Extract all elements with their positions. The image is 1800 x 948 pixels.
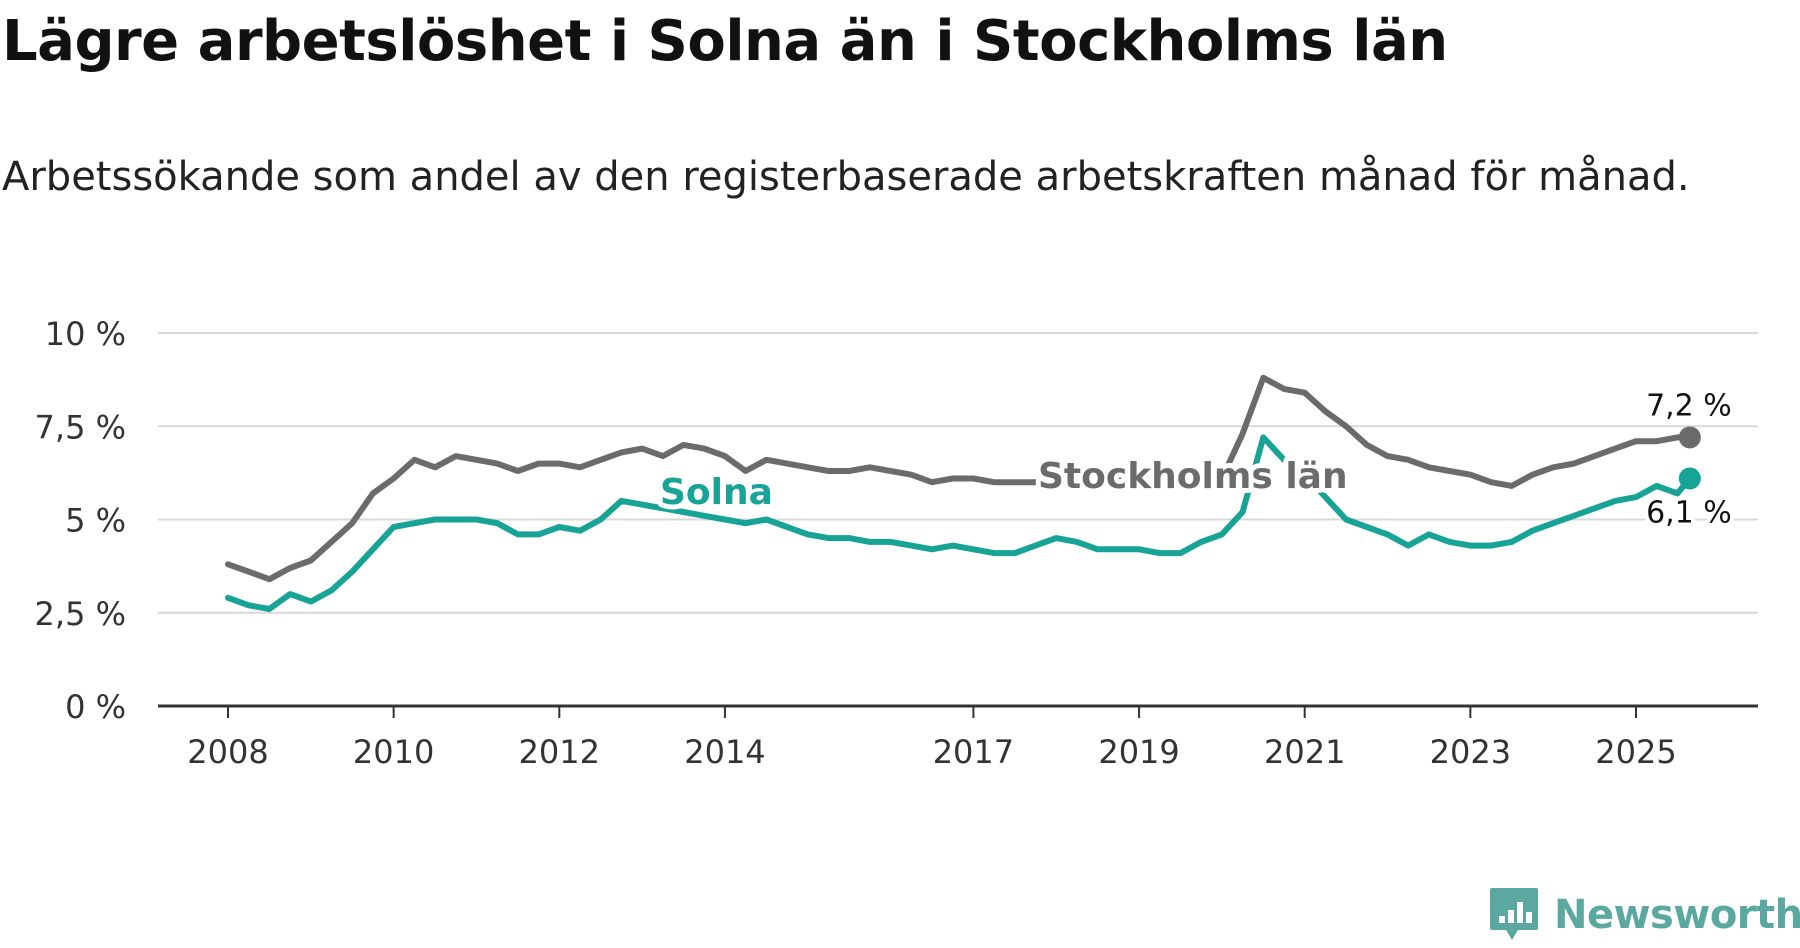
- x-tick-label: 2014: [684, 733, 765, 771]
- series-label-solna: Solna: [660, 472, 773, 513]
- series-labels: Stockholms län Solna 7,2 % 6,1 %: [655, 384, 1736, 534]
- page-title: Lägre arbetslöshet i Solna än i Stockhol…: [2, 9, 1448, 74]
- x-tick-label: 2023: [1430, 733, 1511, 771]
- x-tick-label: 2019: [1098, 733, 1179, 771]
- y-axis: 0 % 2,5 % 5 % 7,5 % 10 %: [35, 315, 126, 726]
- y-tick-label: 5 %: [65, 502, 126, 540]
- y-tick-label: 2,5 %: [35, 595, 126, 633]
- x-tick-label: 2025: [1595, 733, 1676, 771]
- brand-name: Newsworthy: [1554, 892, 1800, 938]
- y-tick-label: 10 %: [45, 315, 126, 353]
- y-tick-label: 0 %: [65, 688, 126, 726]
- y-tick-label: 7,5 %: [35, 408, 126, 446]
- series-lines: [225, 374, 1701, 612]
- series-line-solna: [225, 434, 1693, 612]
- end-point-stockholms-lan: [1678, 426, 1701, 449]
- series-line-stockholms-lan: [225, 374, 1693, 583]
- series-label-stockholms-lan: Stockholms län: [1038, 456, 1348, 497]
- end-label-solna: 6,1 %: [1646, 495, 1732, 530]
- x-tick-label: 2012: [519, 733, 600, 771]
- gridlines: [158, 332, 1758, 614]
- x-tick-label: 2010: [353, 733, 434, 771]
- x-tick-label: 2017: [933, 733, 1014, 771]
- end-point-solna: [1678, 467, 1701, 490]
- x-tick-label: 2021: [1264, 733, 1345, 771]
- end-label-stockholms-lan: 7,2 %: [1646, 388, 1732, 423]
- brand-logo: Newsworthy: [1488, 886, 1800, 946]
- x-axis: 2008 2010 2012 2014 2017 2019 2021 2023 2025: [158, 704, 1758, 771]
- chart-subtitle: Arbetssökande som andel av den registerb…: [2, 154, 1690, 200]
- newsworthy-logo-icon: [1490, 888, 1538, 940]
- x-tick-label: 2008: [187, 733, 268, 771]
